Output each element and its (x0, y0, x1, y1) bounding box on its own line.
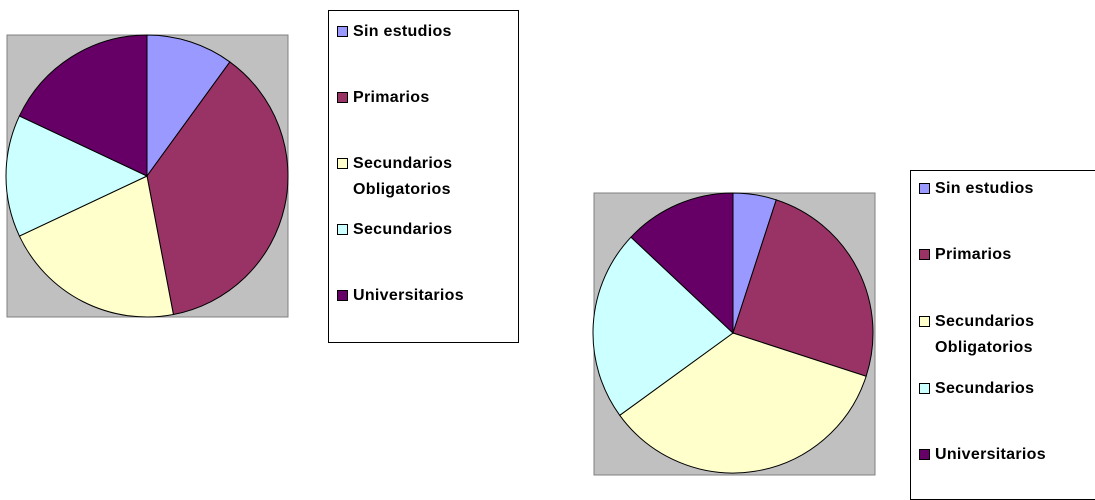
legend-swatch (919, 383, 930, 394)
legend-swatch (919, 316, 930, 327)
pie-slice (592, 236, 734, 416)
legend-swatch (919, 183, 930, 194)
pie-slice (146, 61, 289, 316)
legend-entry: Primarios (919, 242, 1089, 268)
legend-label: Universitarios (353, 287, 464, 304)
legend-label: Sin estudios (353, 23, 452, 40)
legend-entry: Universitarios (919, 442, 1089, 468)
legend-entry: Sin estudios (337, 19, 507, 45)
legend-entry: Primarios (337, 85, 507, 111)
legend: Sin estudios Primarios Secundarios Obligat… (328, 10, 519, 343)
legend-swatch (337, 26, 348, 37)
legend-swatch (337, 224, 348, 235)
legend-label: Secundarios Obligatorios (353, 155, 453, 198)
legend-entry: Secundarios (919, 376, 1089, 402)
pie-slice (630, 192, 734, 335)
pie-slice (18, 175, 175, 318)
legend-label: Primarios (935, 246, 1012, 263)
pie-slice (5, 115, 149, 237)
legend-label: Universitarios (935, 446, 1046, 463)
legend-entry: Universitarios (337, 283, 507, 309)
legend-entry: Secundarios Obligatorios (919, 309, 1089, 361)
legend-swatch (919, 449, 930, 460)
pie-slice (146, 34, 231, 178)
legend-label: Secundarios Obligatorios (935, 313, 1035, 356)
legend-swatch (337, 92, 348, 103)
legend-swatch (337, 290, 348, 301)
legend-label: Secundarios (353, 221, 453, 238)
legend-entry: Secundarios Obligatorios (337, 151, 507, 203)
legend-label: Sin estudios (935, 180, 1034, 197)
pie-slice (732, 199, 874, 377)
legend-label: Primarios (353, 89, 430, 106)
pie-slice (18, 34, 148, 177)
legend-entry: Secundarios (337, 217, 507, 243)
legend-swatch (919, 249, 930, 260)
legend-swatch (337, 158, 348, 169)
legend: Sin estudios Primarios Secundarios Obligat… (910, 170, 1095, 500)
legend-label: Secundarios (935, 380, 1035, 397)
legend-entry: Sin estudios (919, 176, 1089, 202)
pie-slice (619, 332, 867, 474)
